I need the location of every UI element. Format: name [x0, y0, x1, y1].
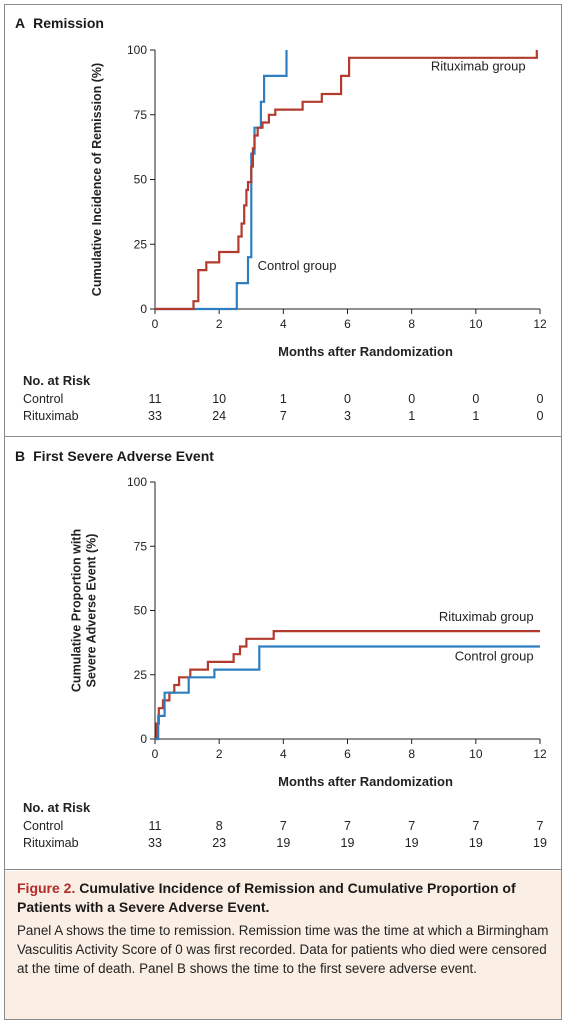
- series-line: [155, 645, 540, 741]
- risk-value: 10: [212, 392, 226, 406]
- risk-row-label: Control: [23, 392, 63, 406]
- panel-b-letter: B: [15, 448, 26, 464]
- risk-row-label: Rituximab: [23, 409, 79, 423]
- x-tick-label: 12: [533, 317, 547, 331]
- x-tick-label: 4: [280, 317, 287, 331]
- panel-b-title-text: First Severe Adverse Event: [33, 448, 214, 464]
- panel-a-title: A Remission: [15, 15, 104, 31]
- panel-b-title: B First Severe Adverse Event: [15, 448, 214, 464]
- risk-value: 11: [149, 819, 162, 833]
- y-axis-label: Cumulative Incidence of Remission (%): [90, 63, 104, 296]
- risk-value: 19: [469, 836, 483, 850]
- x-tick-label: 2: [216, 317, 223, 331]
- x-tick-label: 6: [344, 317, 351, 331]
- y-tick-label: 0: [140, 732, 147, 746]
- risk-value: 7: [280, 409, 287, 423]
- series-label: Rituximab group: [431, 59, 526, 74]
- caption-body: Panel A shows the time to remission. Rem…: [17, 923, 549, 976]
- x-tick-label: 0: [152, 747, 159, 761]
- y-axis-label: Severe Adverse Event (%): [85, 534, 99, 688]
- risk-value: 0: [537, 392, 544, 406]
- caption-figure-label: Figure 2.: [17, 880, 76, 896]
- risk-value: 0: [472, 392, 479, 406]
- x-tick-label: 4: [280, 747, 287, 761]
- figure-caption: Figure 2. Cumulative Incidence of Remiss…: [5, 871, 561, 1019]
- caption-title: Figure 2. Cumulative Incidence of Remiss…: [17, 879, 549, 917]
- y-tick-label: 50: [134, 173, 148, 187]
- x-tick-label: 0: [152, 317, 159, 331]
- x-tick-label: 10: [469, 747, 483, 761]
- x-tick-label: 2: [216, 747, 223, 761]
- panel-a: A Remission 0 25 50 75 100 0 2 4 6 8 10 12 Cumulative…: [5, 5, 561, 437]
- y-tick-label: 50: [134, 604, 148, 618]
- risk-value: 7: [472, 819, 479, 833]
- panel-a-title-text: Remission: [33, 15, 104, 31]
- y-tick-label: 75: [134, 539, 148, 553]
- risk-value: 24: [212, 409, 226, 423]
- x-tick-label: 8: [408, 747, 415, 761]
- series-line: [155, 50, 288, 311]
- x-tick-label: 6: [344, 747, 351, 761]
- x-tick-label: 12: [533, 747, 547, 761]
- risk-value: 8: [216, 819, 223, 833]
- panel-a-letter: A: [15, 15, 26, 31]
- risk-value: 7: [537, 819, 544, 833]
- series-line: [155, 630, 540, 741]
- y-tick-label: 25: [134, 668, 148, 682]
- risk-row-label: Control: [23, 819, 63, 833]
- x-tick-label: 10: [469, 317, 483, 331]
- y-tick-label: 100: [127, 43, 147, 57]
- risk-value: 1: [280, 392, 287, 406]
- risk-value: 19: [533, 836, 547, 850]
- risk-value: 7: [344, 819, 351, 833]
- y-tick-label: 75: [134, 108, 148, 122]
- risk-value: 19: [405, 836, 419, 850]
- risk-value: 23: [212, 836, 226, 850]
- x-axis-label: Months after Randomization: [278, 344, 453, 359]
- risk-table-header: No. at Risk: [23, 800, 91, 815]
- risk-row-label: Rituximab: [23, 836, 79, 850]
- adverse-event-chart: 0 25 50 75 100 0 2 4 6 8 10 12 Cumulative Proportion…: [23, 475, 547, 850]
- risk-value: 1: [408, 409, 415, 423]
- x-axis-label: Months after Randomization: [278, 774, 453, 789]
- risk-value: 33: [148, 409, 162, 423]
- risk-value: 0: [537, 409, 544, 423]
- y-tick-label: 0: [140, 302, 147, 316]
- risk-value: 0: [408, 392, 415, 406]
- figure: A Remission 0 25 50 75 100 0 2 4 6 8 10 12 Cumulative…: [4, 4, 562, 1020]
- y-axis-label: Cumulative Proportion with: [70, 529, 84, 692]
- risk-value: 33: [148, 836, 162, 850]
- caption-title-text: Cumulative Incidence of Remission and Cu…: [17, 880, 516, 915]
- series-label: Control group: [258, 258, 337, 273]
- risk-value: 11: [149, 392, 162, 406]
- risk-value: 19: [276, 836, 290, 850]
- series-label: Rituximab group: [439, 609, 534, 624]
- risk-value: 7: [408, 819, 415, 833]
- series-label: Control group: [455, 649, 534, 664]
- risk-value: 19: [341, 836, 355, 850]
- y-tick-label: 25: [134, 237, 148, 251]
- risk-value: 3: [344, 409, 351, 423]
- risk-value: 0: [344, 392, 351, 406]
- risk-value: 1: [472, 409, 479, 423]
- x-tick-label: 8: [408, 317, 415, 331]
- panel-b: B First Severe Adverse Event 0 25 50 75 100 0 2…: [5, 438, 561, 870]
- risk-table-header: No. at Risk: [23, 373, 91, 388]
- risk-value: 7: [280, 819, 287, 833]
- y-tick-label: 100: [127, 475, 147, 489]
- series-line: [155, 50, 538, 311]
